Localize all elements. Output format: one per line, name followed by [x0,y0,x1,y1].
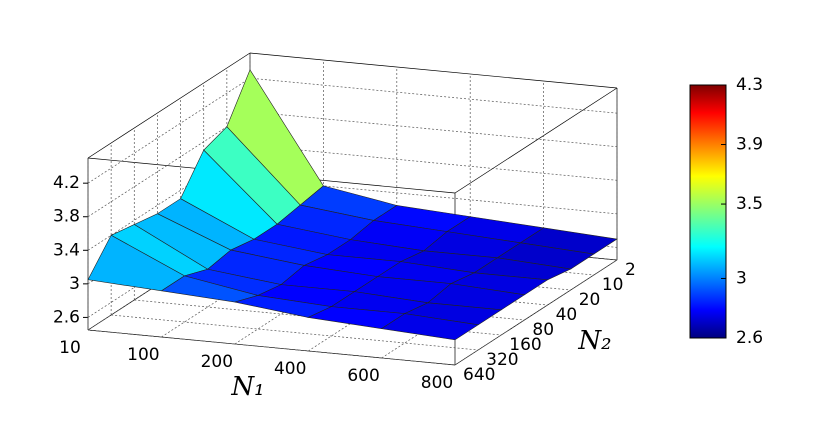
box-edge [454,87,618,194]
y-tick-label: 2 [625,260,636,280]
colorbar-tick-label: 3.5 [736,194,763,214]
z-tick-label: 3 [69,274,80,294]
y-tick-label: 640 [463,365,495,385]
grid-line [87,329,456,366]
y-tick-label: 80 [532,320,554,340]
y-axis-label: N₂ [577,326,611,356]
x-tick-label: 200 [201,352,233,372]
z-tick-label: 2.6 [53,307,80,327]
colorbar-tick-label: 4.3 [736,75,763,95]
surface-patch [380,313,479,341]
y-tick-label: 40 [556,305,578,325]
y-tick-label: 160 [509,335,541,355]
z-tick-label: 3.8 [53,207,80,227]
box-edge [87,52,251,159]
x-tick-label: 100 [127,345,159,365]
grid-line [111,314,479,351]
colorbar-tick-label: 3.9 [736,135,763,155]
box-edge [249,52,618,89]
z-tick-label: 4.2 [53,173,80,193]
colorbar [689,84,727,339]
grid-line [87,77,618,184]
y-tick-label: 10 [602,275,624,295]
x-tick-label: 400 [274,359,306,379]
colorbar-tick-label: 2.6 [736,328,763,348]
grid-line [454,259,618,366]
x-axis-label: N₁ [230,372,264,402]
y-tick-label: 320 [486,350,518,370]
labels: N₁ N₂ [230,326,611,402]
x-tick-label: 800 [421,373,453,393]
colorbar-tick-label: 3 [736,268,747,288]
x-tick-label: 10 [59,338,81,358]
y-tick-label: 20 [579,290,601,310]
z-tick-label: 3.4 [53,240,80,260]
x-tick-label: 600 [347,366,379,386]
surface [87,69,618,341]
